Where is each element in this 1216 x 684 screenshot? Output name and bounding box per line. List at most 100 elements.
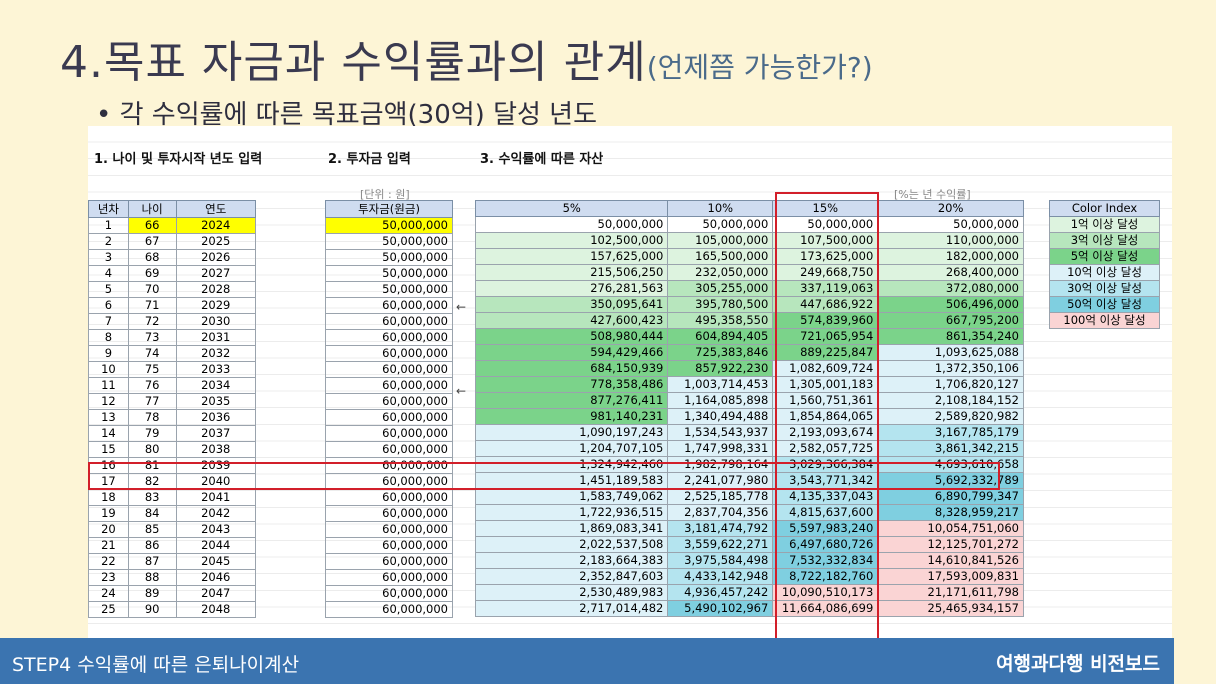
cell: 60,000,000 [325,329,453,346]
table-row: 2,717,014,482 5,490,102,967 11,664,086,699… [474,599,1024,617]
cell: 8 [88,329,129,346]
cell: 50,000,000 [474,215,669,233]
cell: 427,600,423 [474,311,669,329]
cell: 2043 [175,521,256,538]
cell: 67 [127,233,177,250]
footer-brand: 여행과다행 비전보드 [996,653,1160,675]
cell: 165,500,000 [667,247,774,265]
cell: 10,054,751,060 [877,519,1024,537]
cell: 60,000,000 [325,393,453,410]
cell: 50,000,000 [325,249,453,266]
cell: 2,241,077,980 [667,471,774,489]
cell: 24 [88,585,129,602]
cell: 604,894,405 [667,327,774,345]
cell: 2,530,489,983 [474,583,669,601]
footer-bar: STEP4 수익률에 따른 은퇴나이계산 여행과다행 비전보드 [0,638,1174,684]
cell: 3,181,474,792 [667,519,774,537]
table-row: 508,980,444 604,894,405 721,065,954 861,354… [474,327,1024,345]
cell: 3,543,771,342 [772,471,879,489]
table-row: 60,000,000 [325,537,453,554]
cell: 2032 [175,345,256,362]
table-row: 50,000,000 50,000,000 50,000,000 50,000,000 [474,215,1024,233]
cell: 1,093,625,088 [877,343,1024,361]
table-row: 1,583,749,062 2,525,185,778 4,135,337,043 6… [474,487,1024,505]
table-row: 2,022,537,508 3,559,622,271 6,497,680,726 1… [474,535,1024,553]
arrow-mark: ← [456,300,467,314]
cell: 21,171,611,798 [877,583,1024,601]
cell: 1,451,189,583 [474,471,669,489]
cell: 88 [127,569,177,586]
cell: 66 [127,217,177,234]
legend-item: 10억 이상 달성 [1049,263,1160,281]
cell: 1,706,820,127 [877,375,1024,393]
table-row: 60,000,000 [325,361,453,378]
cell: 594,429,466 [474,343,669,361]
cell: 15 [88,441,129,458]
table-row: 2 67 2025 [88,233,256,250]
cell: 889,225,847 [772,343,879,361]
cell: 215,506,250 [474,263,669,281]
cell: 89 [127,585,177,602]
color-index-legend: Color Index 1억 이상 달성 3억 이상 달성 5억 이상 달성 10억 … [1049,200,1160,329]
cell: 1,747,998,331 [667,439,774,457]
cell: 2,022,537,508 [474,535,669,553]
legend-title: Color Index [1049,200,1160,217]
cell: 68 [127,249,177,266]
col-5pct: 5% [474,200,669,217]
table-row: 1,722,936,515 2,837,704,356 4,815,637,600 8… [474,503,1024,521]
cell: 21 [88,537,129,554]
cell: 2027 [175,265,256,282]
cell: 50,000,000 [325,217,453,234]
table-row: 50,000,000 [325,265,453,282]
cell: 73 [127,329,177,346]
table-row: 12 77 2035 [88,393,256,410]
table-row: 15 80 2038 [88,441,256,458]
table-row: 1,869,083,341 3,181,474,792 5,597,983,240 1… [474,519,1024,537]
cell: 6 [88,297,129,314]
section-header-3: 3. 수익률에 따른 자산 [480,152,604,167]
table-row: 350,095,641 395,780,500 447,686,922 506,496… [474,295,1024,313]
cell: 249,668,750 [772,263,879,281]
table-row: 157,625,000 165,500,000 173,625,000 182,000… [474,247,1024,265]
cell: 1,583,749,062 [474,487,669,505]
cell: 6,497,680,726 [772,535,879,553]
cell: 107,500,000 [772,231,879,249]
table-row: 1,204,707,105 1,747,998,331 2,582,057,725 3… [474,439,1024,457]
highlight-15pct-column [775,192,879,638]
table-row: 215,506,250 232,050,000 249,668,750 268,400… [474,263,1024,281]
table-row: 102,500,000 105,000,000 107,500,000 110,000… [474,231,1024,249]
unit-note: [단위 : 원] [360,188,410,201]
cell: 3,029,366,384 [772,455,879,473]
table-row: 18 83 2041 [88,489,256,506]
cell: 1,854,864,065 [772,407,879,425]
cell: 2,183,664,383 [474,551,669,569]
table-row: 1,451,189,583 2,241,077,980 3,543,771,342 5… [474,471,1024,489]
cell: 20 [88,521,129,538]
legend-item: 5억 이상 달성 [1049,247,1160,265]
cell: 2036 [175,409,256,426]
cell: 60,000,000 [325,489,453,506]
cell: 8,722,182,760 [772,567,879,585]
cell: 72 [127,313,177,330]
legend-item: 3억 이상 달성 [1049,231,1160,249]
legend-item: 100억 이상 달성 [1049,311,1160,329]
table-row: 60,000,000 [325,425,453,442]
table-row: 2,183,664,383 3,975,584,498 7,532,332,834 1… [474,551,1024,569]
cell: 60,000,000 [325,425,453,442]
cell: 2030 [175,313,256,330]
cell: 2028 [175,281,256,298]
table-row: 50,000,000 [325,233,453,250]
cell: 76 [127,377,177,394]
cell: 79 [127,425,177,442]
cell: 495,358,550 [667,311,774,329]
table-row: 9 74 2032 [88,345,256,362]
cell: 1,324,942,460 [474,455,669,473]
legend-item: 50억 이상 달성 [1049,295,1160,313]
cell: 105,000,000 [667,231,774,249]
table-row: 60,000,000 [325,585,453,602]
cell: 157,625,000 [474,247,669,265]
cell: 60,000,000 [325,569,453,586]
cell: 50,000,000 [325,281,453,298]
cell: 50,000,000 [325,233,453,250]
col-year: 연도 [175,200,256,218]
